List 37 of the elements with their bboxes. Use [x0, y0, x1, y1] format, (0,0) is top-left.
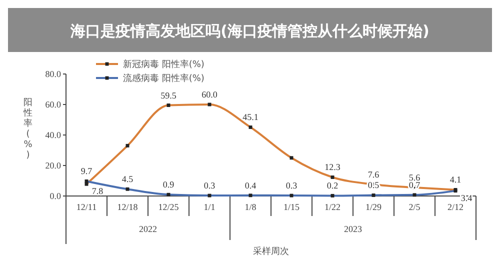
- y-tick-label: 0.0: [50, 191, 62, 201]
- x-tick-label: 12/18: [117, 202, 138, 212]
- text: 2023: [344, 224, 362, 234]
- data-label: 12.3: [324, 162, 341, 172]
- x-tick-label: 1/15: [283, 202, 300, 212]
- data-label: 4.5: [122, 174, 134, 184]
- data-label: 9.7: [80, 166, 93, 176]
- y-tick-label: 40.0: [45, 130, 62, 140]
- data-label: 0.2: [326, 180, 338, 191]
- chart-title: 海口是疫情高发地区吗(海口疫情管控从什么时候开始): [70, 22, 430, 40]
- x-tick-label: 1/29: [365, 202, 382, 212]
- data-label: 4.1: [450, 174, 462, 185]
- x-tick-label: 12/25: [158, 202, 180, 212]
- data-label: 60.0: [202, 90, 218, 100]
- y-tick-label: 60.0: [45, 100, 62, 110]
- x-tick-label: 12/11: [76, 202, 97, 212]
- y-tick-label: 20.0: [45, 160, 62, 170]
- text: 2022: [139, 224, 157, 234]
- data-label: 59.5: [160, 90, 177, 100]
- data-label: 0.9: [162, 180, 175, 190]
- data-label: 45.1: [242, 112, 258, 122]
- x-tick-label: 2/12: [447, 202, 464, 212]
- x-tick-label: 1/22: [324, 202, 341, 212]
- x-axis-title: 采样周次: [253, 246, 289, 257]
- data-label: 0.3: [286, 180, 298, 191]
- data-label: 0.3: [204, 180, 216, 191]
- data-label: 7.8: [92, 186, 104, 196]
- y-axis-title: 阳性率(%): [22, 98, 33, 160]
- y-tick-label: 80.0: [45, 69, 62, 79]
- data-label: 0.4: [244, 180, 257, 190]
- x-tick-label: 2/5: [408, 202, 421, 212]
- legend-label: 新冠病毒 阳性率(%): [123, 59, 204, 70]
- data-label: 7.6: [368, 169, 380, 180]
- data-label: 5.6: [408, 172, 421, 182]
- legend-label: 流感病毒 阳性率(%): [123, 73, 204, 84]
- x-tick-label: 1/8: [244, 202, 257, 212]
- x-tick-label: 1/1: [204, 202, 216, 212]
